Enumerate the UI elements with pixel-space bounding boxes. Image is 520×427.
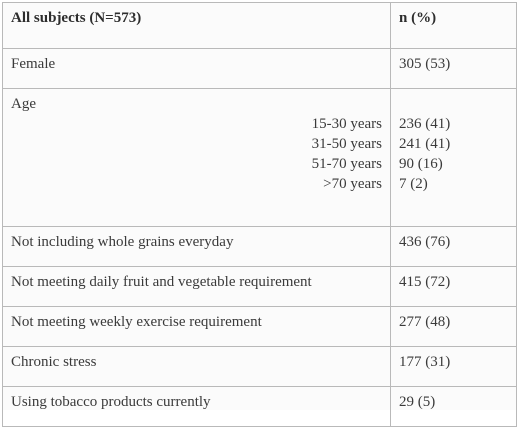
table-row-age: Age 15-30 years 31-50 years 51-70 years … (2, 88, 517, 227)
age-group-label: 15-30 years (311, 116, 382, 132)
row-label: Not including whole grains everyday (2, 226, 391, 267)
age-group-value: 90 (16) (399, 156, 443, 172)
age-label: Age (11, 96, 36, 112)
table-row: Using tobacco products currently 29 (5) (2, 386, 517, 427)
header-value: n (%) (390, 2, 517, 49)
age-group-label: >70 years (323, 176, 382, 192)
table-row: Not meeting daily fruit and vegetable re… (2, 266, 517, 307)
table-row: Not including whole grains everyday 436 … (2, 226, 517, 267)
row-value: 415 (72) (390, 266, 517, 307)
row-label: Female (2, 48, 391, 89)
age-group-value: 241 (41) (399, 136, 451, 152)
row-value: 177 (31) (390, 346, 517, 387)
age-group-label: 31-50 years (311, 136, 382, 152)
row-label: Not meeting weekly exercise requirement (2, 306, 391, 347)
age-group-label: 51-70 years (311, 156, 382, 172)
row-value: 305 (53) (390, 48, 517, 89)
table-header-row: All subjects (N=573) n (%) (2, 2, 517, 49)
table-row: Not meeting weekly exercise requirement … (2, 306, 517, 347)
table-row: Chronic stress 177 (31) (2, 346, 517, 387)
row-label: Using tobacco products currently (2, 386, 391, 427)
age-cell: Age 15-30 years 31-50 years 51-70 years … (2, 88, 391, 227)
row-label: Not meeting daily fruit and vegetable re… (2, 266, 391, 307)
table-row-female: Female 305 (53) (2, 48, 517, 89)
row-value: 277 (48) (390, 306, 517, 347)
age-group-value: 236 (41) (399, 116, 451, 132)
header-label: All subjects (N=573) (2, 2, 391, 49)
row-value: 436 (76) (390, 226, 517, 267)
age-values-cell: 236 (41) 241 (41) 90 (16) 7 (2) (390, 88, 517, 227)
row-value: 29 (5) (390, 386, 517, 427)
age-group-value: 7 (2) (399, 176, 428, 192)
row-label: Chronic stress (2, 346, 391, 387)
